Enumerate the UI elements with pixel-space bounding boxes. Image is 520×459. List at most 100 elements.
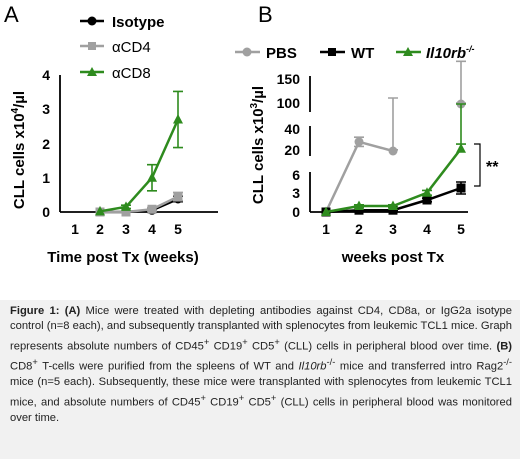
y-tick-label: 3 — [292, 185, 300, 201]
data-point-wt — [354, 205, 364, 215]
data-point-pbs — [354, 137, 364, 147]
superscript: + — [200, 392, 206, 403]
y-tick-label: 1 — [42, 170, 50, 186]
y-tick-label: 20 — [284, 142, 300, 158]
data-point-wt — [456, 183, 466, 193]
caption-part-a-tail: (CLL) cells in peripheral blood over tim… — [279, 340, 493, 353]
series-line-cd8 — [99, 119, 180, 213]
y-tick-label: 150 — [277, 71, 301, 87]
caption-heading: Figure 1: — [10, 305, 60, 317]
data-point-wt — [422, 195, 432, 205]
legend-wt-label: WT — [351, 45, 374, 62]
x-tick-label: 5 — [457, 221, 465, 237]
data-point-il10rb — [321, 206, 331, 216]
legend-pbs: PBS — [235, 45, 297, 62]
legend-isotype-label: Isotype — [112, 14, 165, 31]
legend-pbs-label: PBS — [266, 45, 297, 62]
y-tick-label: 2 — [42, 136, 50, 152]
x-tick-label: 1 — [71, 221, 79, 237]
panel-a-y-axis: 0 1 2 3 4 CLL cells x104/µl — [10, 67, 61, 220]
x-tick-label: 1 — [322, 221, 330, 237]
panel-a: A Isotype αCD4 αCD8 0 1 2 3 — [4, 2, 218, 266]
legend-acd8-label: αCD8 — [112, 65, 151, 82]
superscript: + — [270, 392, 277, 403]
x-tick-label: 4 — [423, 221, 431, 237]
data-point-il10rb — [354, 200, 364, 210]
legend-acd8: αCD8 — [80, 65, 151, 82]
superscript: + — [242, 336, 248, 347]
caption-cd19: CD19 — [209, 340, 243, 353]
y-tick-label: 6 — [292, 167, 300, 183]
caption-part-b-text: CD8 — [10, 360, 33, 373]
panel-b: B PBS WT Il10rb-/- 150 100 — [235, 2, 499, 266]
y-tick-label: 40 — [284, 121, 300, 137]
panel-b-y-axis-title: CLL cells x103/µl — [249, 86, 267, 204]
legend-il10rb-label: Il10rb-/- — [426, 44, 475, 62]
legend-acd4: αCD4 — [80, 39, 151, 56]
data-point-cd8 — [95, 205, 105, 216]
significance-bracket: ** — [474, 143, 499, 187]
x-tick-label: 5 — [174, 221, 182, 237]
x-tick-label: 3 — [122, 221, 130, 237]
caption-cd19: CD19 — [205, 396, 239, 409]
caption-part-b-text: T-cells were purified from the spleens o… — [37, 360, 299, 373]
caption-text: Figure 1: (A) Mice were treated with dep… — [10, 304, 512, 426]
figure-caption: Figure 1: (A) Mice were treated with dep… — [0, 300, 520, 459]
caption-cd5: CD5 — [247, 340, 275, 353]
caption-part-b-text: mice (n=5 each). Subsequently, these mic… — [10, 376, 512, 409]
significance-marker: ** — [486, 159, 499, 176]
x-tick-label: 3 — [389, 221, 397, 237]
figure: A Isotype αCD4 αCD8 0 1 2 3 — [4, 2, 499, 266]
panel-b-label: B — [258, 2, 273, 27]
caption-part-b-label: (B) — [496, 340, 512, 353]
data-point-cd8 — [173, 114, 183, 124]
legend-il10rb: Il10rb-/- — [396, 44, 475, 62]
data-point-cd4 — [121, 207, 131, 217]
panel-a-x-axis-title: Time post Tx (weeks) — [47, 249, 198, 266]
panel-b-x-axis: 1 2 3 4 5 weeks post Tx — [310, 211, 468, 266]
caption-part-b-text: mice and transferred intro Rag2 — [335, 360, 504, 373]
y-tick-label: 100 — [277, 95, 301, 111]
data-point-il10rb — [422, 187, 432, 197]
error-bar-pbs — [456, 60, 466, 104]
caption-part-b-tail: (CLL) cells in peripheral blood was moni… — [10, 396, 512, 424]
panel-a-series-layer — [95, 90, 183, 217]
legend-acd4-label: αCD4 — [112, 39, 151, 56]
y-tick-label: 0 — [42, 204, 50, 220]
panel-b-x-axis-title: weeks post Tx — [341, 249, 445, 266]
caption-part-a-label: (A) — [64, 305, 81, 317]
superscript: + — [32, 356, 38, 367]
legend-isotype: Isotype — [80, 14, 165, 31]
panel-a-x-axis: 1 2 3 4 5 Time post Tx (weeks) — [47, 211, 218, 266]
superscript: + — [238, 392, 245, 403]
caption-gene-name: Il10rb — [298, 360, 327, 373]
error-bar-pbs — [388, 97, 398, 151]
data-point-cd8 — [121, 201, 131, 211]
panel-b-legend: PBS WT Il10rb-/- — [235, 44, 475, 62]
y-tick-label: 3 — [42, 101, 50, 117]
y-tick-label: 4 — [42, 67, 50, 83]
x-tick-label: 4 — [148, 221, 156, 237]
panel-a-y-axis-title: CLL cells x104/µl — [10, 91, 28, 209]
caption-cd5: CD5 — [244, 396, 271, 409]
data-point-cd4 — [173, 192, 183, 202]
data-point-cd8 — [147, 172, 157, 182]
series-line-cd4 — [100, 195, 179, 214]
superscript: -/- — [326, 356, 336, 367]
data-point-cd4 — [147, 204, 157, 214]
legend-wt: WT — [320, 45, 374, 62]
superscript: + — [274, 336, 280, 347]
caption-part-a-text: Mice were treated with depleting antibod… — [10, 305, 512, 353]
panel-b-y-axis: 150 100 40 20 6 3 0 CLL cells x103/µl — [249, 71, 311, 220]
data-point-wt — [388, 205, 398, 215]
superscript: -/- — [503, 356, 512, 367]
x-tick-label: 2 — [355, 221, 363, 237]
error-bar-il10rb — [456, 103, 466, 145]
data-point-il10rb — [456, 143, 466, 153]
x-tick-label: 2 — [96, 221, 104, 237]
data-point-pbs — [388, 146, 398, 156]
y-tick-label: 0 — [292, 204, 300, 220]
superscript: + — [203, 336, 210, 347]
panel-a-legend: Isotype αCD4 αCD8 — [80, 14, 165, 82]
data-point-il10rb — [388, 200, 398, 210]
